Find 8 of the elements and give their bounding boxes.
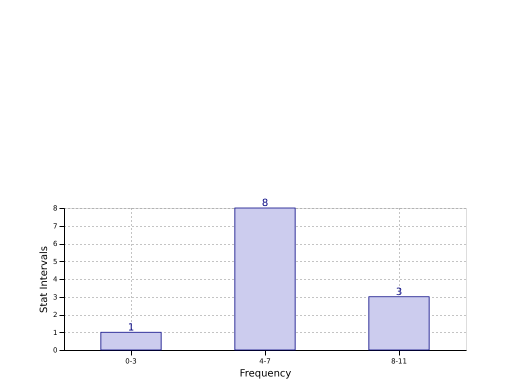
data-label: 1 (128, 322, 134, 334)
bar (234, 208, 296, 350)
x-axis-title: Frequency (240, 368, 292, 380)
data-label: 8 (262, 198, 268, 209)
bar (368, 296, 430, 350)
y-axis-title: Stat Intervals (39, 246, 50, 314)
bar (100, 332, 162, 350)
data-label: 3 (396, 286, 402, 298)
